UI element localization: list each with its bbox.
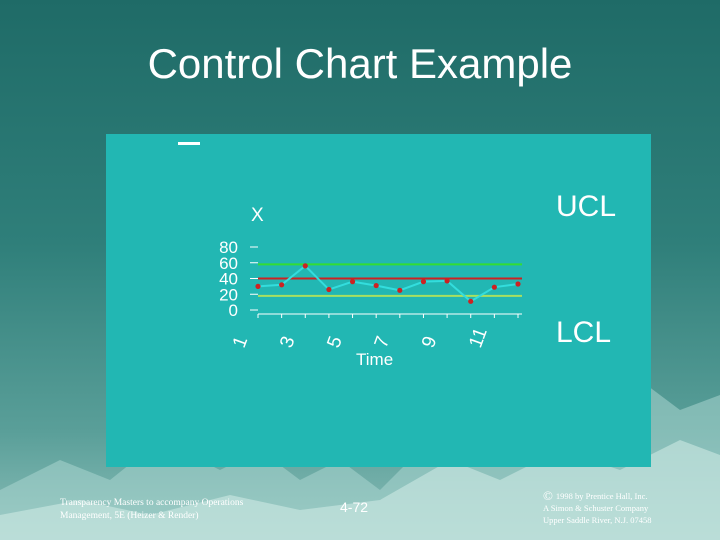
x-tick-label: 5	[324, 334, 347, 351]
x-tick-label: 1	[229, 334, 252, 351]
footer-source: Transparency Masters to accompany Operat…	[60, 497, 280, 523]
y-tick-label: 60	[219, 254, 238, 273]
y-tick-label: 40	[219, 270, 238, 289]
data-point	[444, 278, 450, 284]
copyright-line-1: 1998 by Prentice Hall, Inc.	[555, 491, 648, 501]
slide-title: Control Chart Example	[147, 40, 573, 87]
data-point	[468, 298, 474, 304]
footer-copyright: © 1998 by Prentice Hall, Inc. A Simon & S…	[543, 488, 693, 526]
y-tick-label: 0	[229, 301, 238, 320]
data-point	[420, 279, 427, 285]
y-tick-label: 80	[219, 238, 238, 257]
x-axis-label: Time	[356, 350, 393, 369]
series-line	[257, 264, 519, 303]
data-point	[397, 287, 403, 293]
chart-panel	[106, 134, 651, 467]
page-number: 4-72	[340, 499, 369, 515]
data-point	[515, 281, 521, 287]
data-point	[373, 282, 379, 289]
x-tick-label: 7	[371, 334, 394, 351]
x-tick-label: 11	[465, 325, 491, 351]
copyright-icon: ©	[543, 488, 553, 503]
data-point	[491, 284, 497, 290]
ucl-label: UCL	[556, 190, 617, 223]
copyright-line-3: Upper Saddle River, N.J. 07458	[543, 515, 652, 525]
x-tick-label: 3	[276, 334, 299, 351]
data-point	[349, 279, 356, 285]
x-bar-accent	[178, 142, 200, 145]
footer-source-line-2: Management, 5E (Heizer & Render)	[60, 511, 199, 521]
footer-source-line-1: Transparency Masters to accompany Operat…	[60, 498, 244, 508]
data-point	[302, 263, 308, 269]
x-tick-label: 9	[418, 334, 441, 351]
lcl-label: LCL	[556, 316, 612, 349]
y-tick-label: 20	[219, 285, 238, 304]
data-point	[279, 282, 285, 288]
y-axis-symbol: X	[251, 205, 264, 226]
data-point	[326, 286, 332, 293]
data-point	[255, 283, 261, 289]
copyright-line-2: A Simon & Schuster Company	[543, 503, 649, 513]
